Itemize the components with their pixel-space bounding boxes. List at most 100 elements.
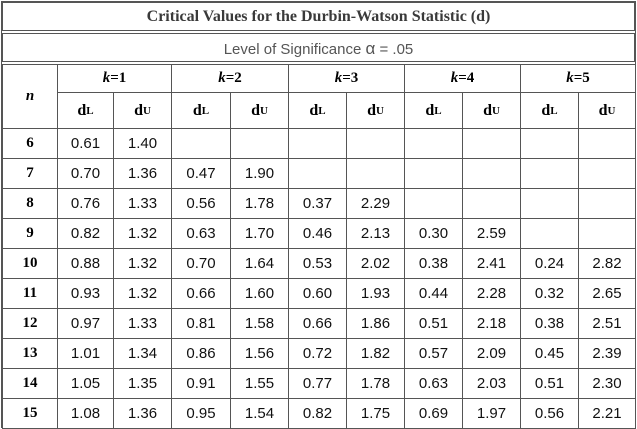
n-value-cell: 15 (2, 398, 58, 429)
k-variable: k (334, 70, 343, 86)
critical-value: 1.33 (127, 315, 158, 332)
critical-value: 1.82 (360, 345, 391, 362)
table-cell (462, 128, 521, 159)
critical-value: 0.61 (70, 135, 101, 152)
table-cell (578, 158, 636, 189)
critical-value: 1.05 (70, 375, 101, 392)
table-cell: 1.56 (230, 338, 289, 369)
table-cell: 2.82 (578, 248, 636, 279)
k-value: 4 (466, 70, 475, 86)
significance-value: = .05 (379, 41, 414, 58)
k-variable: k (102, 70, 111, 86)
dl-subscript: L (86, 104, 94, 117)
table-cell: 0.56 (171, 188, 231, 219)
n-value: 8 (26, 195, 34, 211)
equals-sign: = (225, 70, 235, 86)
table-cell: 0.70 (171, 248, 231, 279)
critical-value: 1.90 (244, 165, 275, 182)
table-cell: 0.60 (288, 278, 347, 309)
critical-value: 0.70 (186, 255, 216, 272)
critical-value: 1.86 (360, 315, 391, 332)
table-cell: 0.97 (57, 308, 114, 339)
table-cell: 1.33 (113, 308, 172, 339)
dl-subscript: L (434, 104, 442, 117)
table-cell: 0.82 (288, 398, 347, 429)
critical-value: 0.69 (418, 405, 449, 422)
n-value: 9 (26, 225, 34, 241)
critical-value: 1.78 (244, 195, 275, 212)
significance-level: Level of Significance α = .05 (3, 39, 634, 59)
k-variable: k (450, 70, 459, 86)
n-value: 7 (26, 165, 34, 181)
du-main: d (134, 101, 143, 119)
critical-value: 1.32 (127, 255, 158, 272)
table-cell: 0.63 (171, 218, 231, 249)
critical-value: 2.59 (476, 225, 507, 242)
equals-sign: = (342, 70, 351, 86)
dl-main: d (541, 101, 551, 119)
table-cell: 1.54 (230, 398, 289, 429)
equals-sign: = (573, 70, 583, 86)
critical-value: 2.39 (592, 345, 622, 362)
table-cell (404, 188, 463, 219)
title-box: Critical Values for the Durbin-Watson St… (2, 2, 635, 31)
k-variable: k (566, 70, 574, 86)
table-cell: 0.93 (57, 278, 114, 309)
critical-value: 1.54 (244, 405, 275, 422)
critical-value: 2.21 (592, 405, 622, 422)
table-cell: 1.70 (230, 218, 289, 249)
du-subscript: U (491, 104, 500, 117)
critical-value: 0.66 (186, 285, 216, 302)
table-cell: 1.75 (346, 398, 405, 429)
critical-value: 0.30 (418, 225, 449, 242)
critical-value: 1.33 (127, 195, 158, 212)
table-cell: 1.78 (230, 188, 289, 219)
table-cell: 0.69 (404, 398, 463, 429)
critical-value: 1.93 (360, 285, 391, 302)
critical-value: 0.91 (186, 375, 216, 392)
table-cell: 2.51 (578, 308, 636, 339)
table-cell: 2.39 (578, 338, 636, 369)
table-cell (404, 158, 463, 189)
du-main: d (367, 101, 376, 119)
critical-value: 1.55 (244, 375, 275, 392)
critical-value: 2.02 (360, 255, 391, 272)
n-value-cell: 10 (2, 248, 58, 279)
table-cell (462, 188, 521, 219)
critical-value: 2.18 (476, 315, 507, 332)
table-cell: 0.91 (171, 368, 231, 399)
n-label: n (25, 88, 35, 104)
n-value: 11 (22, 285, 38, 301)
n-value-cell: 6 (2, 128, 58, 159)
critical-value: 0.95 (186, 405, 216, 422)
critical-value: 0.56 (534, 405, 565, 422)
n-value-cell: 7 (2, 158, 58, 189)
critical-value: 0.82 (70, 225, 101, 242)
critical-value: 1.08 (70, 405, 101, 422)
table-cell: 1.08 (57, 398, 114, 429)
table-cell: 0.77 (288, 368, 347, 399)
table-cell: 1.93 (346, 278, 405, 309)
critical-value: 0.77 (302, 375, 333, 392)
k-header-1: k = 1 (57, 64, 172, 93)
table-cell: 1.86 (346, 308, 405, 339)
critical-value: 0.47 (186, 165, 216, 182)
du-subscript: U (259, 104, 268, 117)
table-cell: 2.65 (578, 278, 636, 309)
du-main: d (483, 101, 492, 119)
k-header-3: k = 3 (288, 64, 405, 93)
table-cell: 0.88 (57, 248, 114, 279)
table-cell: 0.66 (171, 278, 231, 309)
n-value: 10 (22, 255, 38, 271)
subtitle-box: Level of Significance α = .05 (2, 33, 635, 62)
table-cell: 0.66 (288, 308, 347, 339)
dl-main: d (309, 101, 319, 119)
critical-value: 2.13 (360, 225, 391, 242)
table-cell (346, 158, 405, 189)
k-value: 5 (582, 70, 590, 86)
